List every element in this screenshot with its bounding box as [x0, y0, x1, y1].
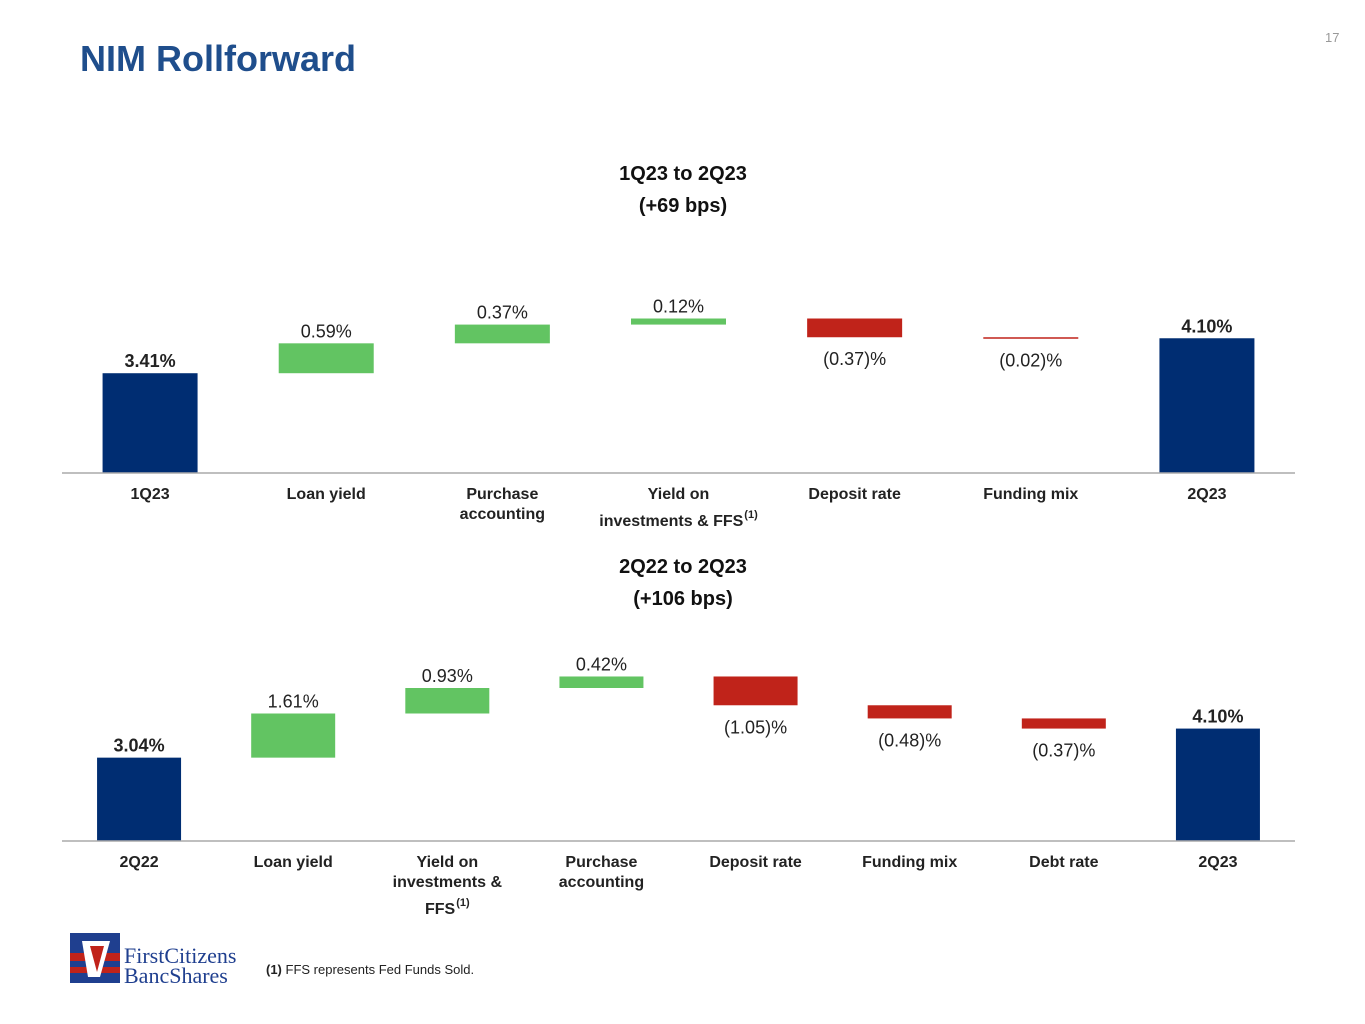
value-label: 0.37% [477, 303, 528, 323]
chart-subtitle: (+69 bps) [639, 195, 727, 217]
value-label: 3.41% [125, 351, 176, 371]
bar [454, 324, 550, 344]
category-text: 2Q23 [1198, 854, 1238, 871]
bar [278, 343, 374, 374]
x-tick-label: 1Q23 [130, 485, 169, 505]
x-tick-label: Loan yield [254, 853, 333, 873]
category-text: Purchase accounting [558, 854, 645, 891]
bar [983, 337, 1079, 339]
category-text: Yield on investments & FFS [599, 486, 744, 530]
x-tick-label: Funding mix [862, 853, 957, 873]
footnote: (1) FFS represents Fed Funds Sold. [266, 962, 474, 977]
bar [405, 688, 490, 714]
value-label: (0.37)% [823, 349, 886, 369]
x-tick-label: 2Q23 [1187, 485, 1226, 505]
x-tick-label: 2Q23 [1198, 853, 1237, 873]
logo-text: FirstCitizens BancShares [124, 943, 237, 988]
value-label: 3.04% [114, 736, 165, 756]
chart-title: 1Q23 to 2Q23 [619, 163, 747, 185]
category-text: 2Q23 [1187, 486, 1227, 503]
x-tick-label: Purchase accounting [559, 853, 644, 893]
x-tick-label: Debt rate [1029, 853, 1098, 873]
slide-title: NIM Rollforward [80, 38, 356, 79]
chart-subtitle: (+106 bps) [633, 588, 732, 610]
category-text: 1Q23 [130, 486, 170, 503]
page-number: 17 [1325, 30, 1340, 45]
category-text: Loan yield [286, 486, 366, 503]
footnote-mark: (1) [266, 962, 282, 977]
category-text: Loan yield [253, 854, 333, 871]
value-label: 4.10% [1192, 707, 1243, 727]
bar [713, 676, 798, 706]
bar [251, 713, 336, 758]
bar [1175, 728, 1260, 841]
value-label: (0.48)% [878, 730, 941, 750]
bar [1159, 338, 1255, 473]
bar [867, 705, 952, 719]
value-label: (1.05)% [724, 717, 787, 737]
value-label: 0.42% [576, 654, 627, 674]
x-tick-label: Deposit rate [709, 853, 801, 873]
category-text: Debt rate [1029, 854, 1099, 871]
x-tick-label: Yield on investments & FFS(1) [393, 853, 502, 920]
category-text: Funding mix [983, 486, 1079, 503]
category-mark: (1) [456, 897, 470, 909]
category-text: Funding mix [862, 854, 958, 871]
bar [631, 318, 726, 325]
value-label: 4.10% [1181, 316, 1232, 336]
x-tick-label: Funding mix [983, 485, 1078, 505]
chart-title: 2Q22 to 2Q23 [619, 556, 747, 578]
bar [807, 318, 903, 338]
category-text: 2Q22 [119, 854, 159, 871]
logo-line: FirstCitizens [124, 943, 237, 968]
category-text: Deposit rate [808, 486, 901, 503]
logo-line: BancShares [124, 963, 228, 988]
x-tick-label: Yield on investments & FFS(1) [599, 485, 757, 532]
x-tick-label: Deposit rate [808, 485, 900, 505]
bar [97, 757, 182, 841]
value-label: 0.59% [301, 321, 352, 341]
x-tick-label: Loan yield [287, 485, 366, 505]
bar [102, 373, 198, 473]
value-label: 1.61% [268, 692, 319, 712]
bar [559, 676, 644, 688]
category-text: Yield on investments & FFS [392, 854, 502, 918]
x-tick-label: 2Q22 [119, 853, 158, 873]
value-label: 0.12% [653, 297, 704, 317]
category-text: Deposit rate [709, 854, 802, 871]
logo-flag [70, 933, 120, 983]
category-mark: (1) [744, 509, 758, 521]
value-label: (0.37)% [1032, 741, 1095, 761]
x-tick-label: Purchase accounting [460, 485, 545, 525]
bar [1021, 718, 1106, 729]
footnote-text: FFS represents Fed Funds Sold. [285, 962, 475, 977]
value-label: 0.93% [422, 666, 473, 686]
value-label: (0.02)% [999, 350, 1062, 370]
category-text: Purchase accounting [459, 486, 546, 523]
